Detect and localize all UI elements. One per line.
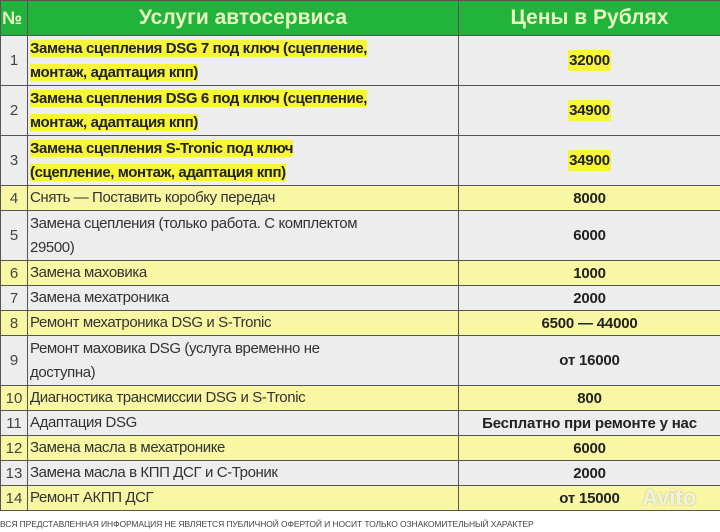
service-price: от 15000 [458,485,720,511]
service-name: Замена сцепления S-Tronic под ключ (сцеп… [27,135,459,186]
service-price: Бесплатно при ремонте у нас [458,410,720,436]
watermark-text: Avito [642,485,697,510]
row-number: 4 [0,185,28,211]
table-row: 11 Адаптация DSG Бесплатно при ремонте у н… [0,410,720,436]
table-row: 9 Ремонт маховика DSG (услуга временно не… [0,335,720,386]
row-number: 9 [0,335,28,386]
table-row: 3 Замена сцепления S-Tronic под ключ (сце… [0,135,720,186]
service-name: Замена сцепления DSG 7 под ключ (сцеплен… [27,35,459,86]
row-number: 5 [0,210,28,261]
header-num: № [0,0,28,36]
table-row: 12 Замена масла в мехатронике 6000 [0,435,720,461]
service-price: 34900 [458,85,720,136]
row-number: 13 [0,460,28,486]
table-header: № Услуги автосервиса Цены в Рублях [0,0,720,36]
service-name: Снять — Поставить коробку передач [27,185,459,211]
highlighted-text: Замена сцепления S-Tronic под ключ (сцеп… [30,139,294,181]
service-name: Замена масла в КПП ДСГ и С-Троник [27,460,459,486]
service-price: 6000 [458,210,720,261]
price-table: № Услуги автосервиса Цены в Рублях 1 Заме… [0,0,720,511]
row-number: 14 [0,485,28,511]
table-row: 10 Диагностика трансмиссии DSG и S-Tronic… [0,385,720,411]
header-price: Цены в Рублях [458,0,720,36]
highlighted-text: Замена сцепления DSG 7 под ключ (сцеплен… [30,39,368,81]
row-number: 12 [0,435,28,461]
service-name: Замена сцепления DSG 6 под ключ (сцеплен… [27,85,459,136]
table-row: 5 Замена сцепления (только работа. С комп… [0,210,720,261]
row-number: 8 [0,310,28,336]
highlighted-text: Замена сцепления DSG 6 под ключ (сцеплен… [30,89,368,131]
service-name: Замена мехатроника [27,285,459,311]
service-name: Замена маховика [27,260,459,286]
row-number: 1 [0,35,28,86]
service-name: Ремонт мехатроника DSG и S-Tronic [27,310,459,336]
service-name: Адаптация DSG [27,410,459,436]
service-price: 8000 [458,185,720,211]
table-body: 1 Замена сцепления DSG 7 под ключ (сцепле… [0,35,720,511]
highlighted-price: 32000 [568,50,611,71]
highlighted-price: 34900 [568,100,611,121]
service-price: 800 [458,385,720,411]
service-name: Диагностика трансмиссии DSG и S-Tronic [27,385,459,411]
table-row: 4 Снять — Поставить коробку передач 8000 [0,185,720,211]
row-number: 3 [0,135,28,186]
service-price: 1000 [458,260,720,286]
service-price: 6000 [458,435,720,461]
row-number: 7 [0,285,28,311]
table-row: 13 Замена масла в КПП ДСГ и С-Троник 2000 [0,460,720,486]
avito-watermark: Avito [642,486,696,510]
table-row: 1 Замена сцепления DSG 7 под ключ (сцепле… [0,35,720,86]
table-row: 6 Замена маховика 1000 [0,260,720,286]
service-price: 34900 [458,135,720,186]
disclaimer: ВСЯ ПРЕДСТАВЛЕННАЯ ИНФОРМАЦИЯ НЕ ЯВЛЯЕТС… [0,519,534,529]
table-row: 2 Замена сцепления DSG 6 под ключ (сцепле… [0,85,720,136]
service-name: Замена масла в мехатронике [27,435,459,461]
service-name: Замена сцепления (только работа. С компл… [27,210,459,261]
header-service: Услуги автосервиса [27,0,459,36]
row-number: 10 [0,385,28,411]
table-row: 8 Ремонт мехатроника DSG и S-Tronic 6500 —… [0,310,720,336]
row-number: 6 [0,260,28,286]
table-row: 7 Замена мехатроника 2000 [0,285,720,311]
row-number: 11 [0,410,28,436]
service-price: 6500 — 44000 [458,310,720,336]
service-price: 2000 [458,460,720,486]
service-name: Ремонт маховика DSG (услуга временно не … [27,335,459,386]
row-number: 2 [0,85,28,136]
service-price: 2000 [458,285,720,311]
highlighted-price: 34900 [568,150,611,171]
service-price: от 16000 [458,335,720,386]
service-price: 32000 [458,35,720,86]
service-name: Ремонт АКПП ДСГ [27,485,459,511]
table-row: 14 Ремонт АКПП ДСГ от 15000 [0,485,720,511]
